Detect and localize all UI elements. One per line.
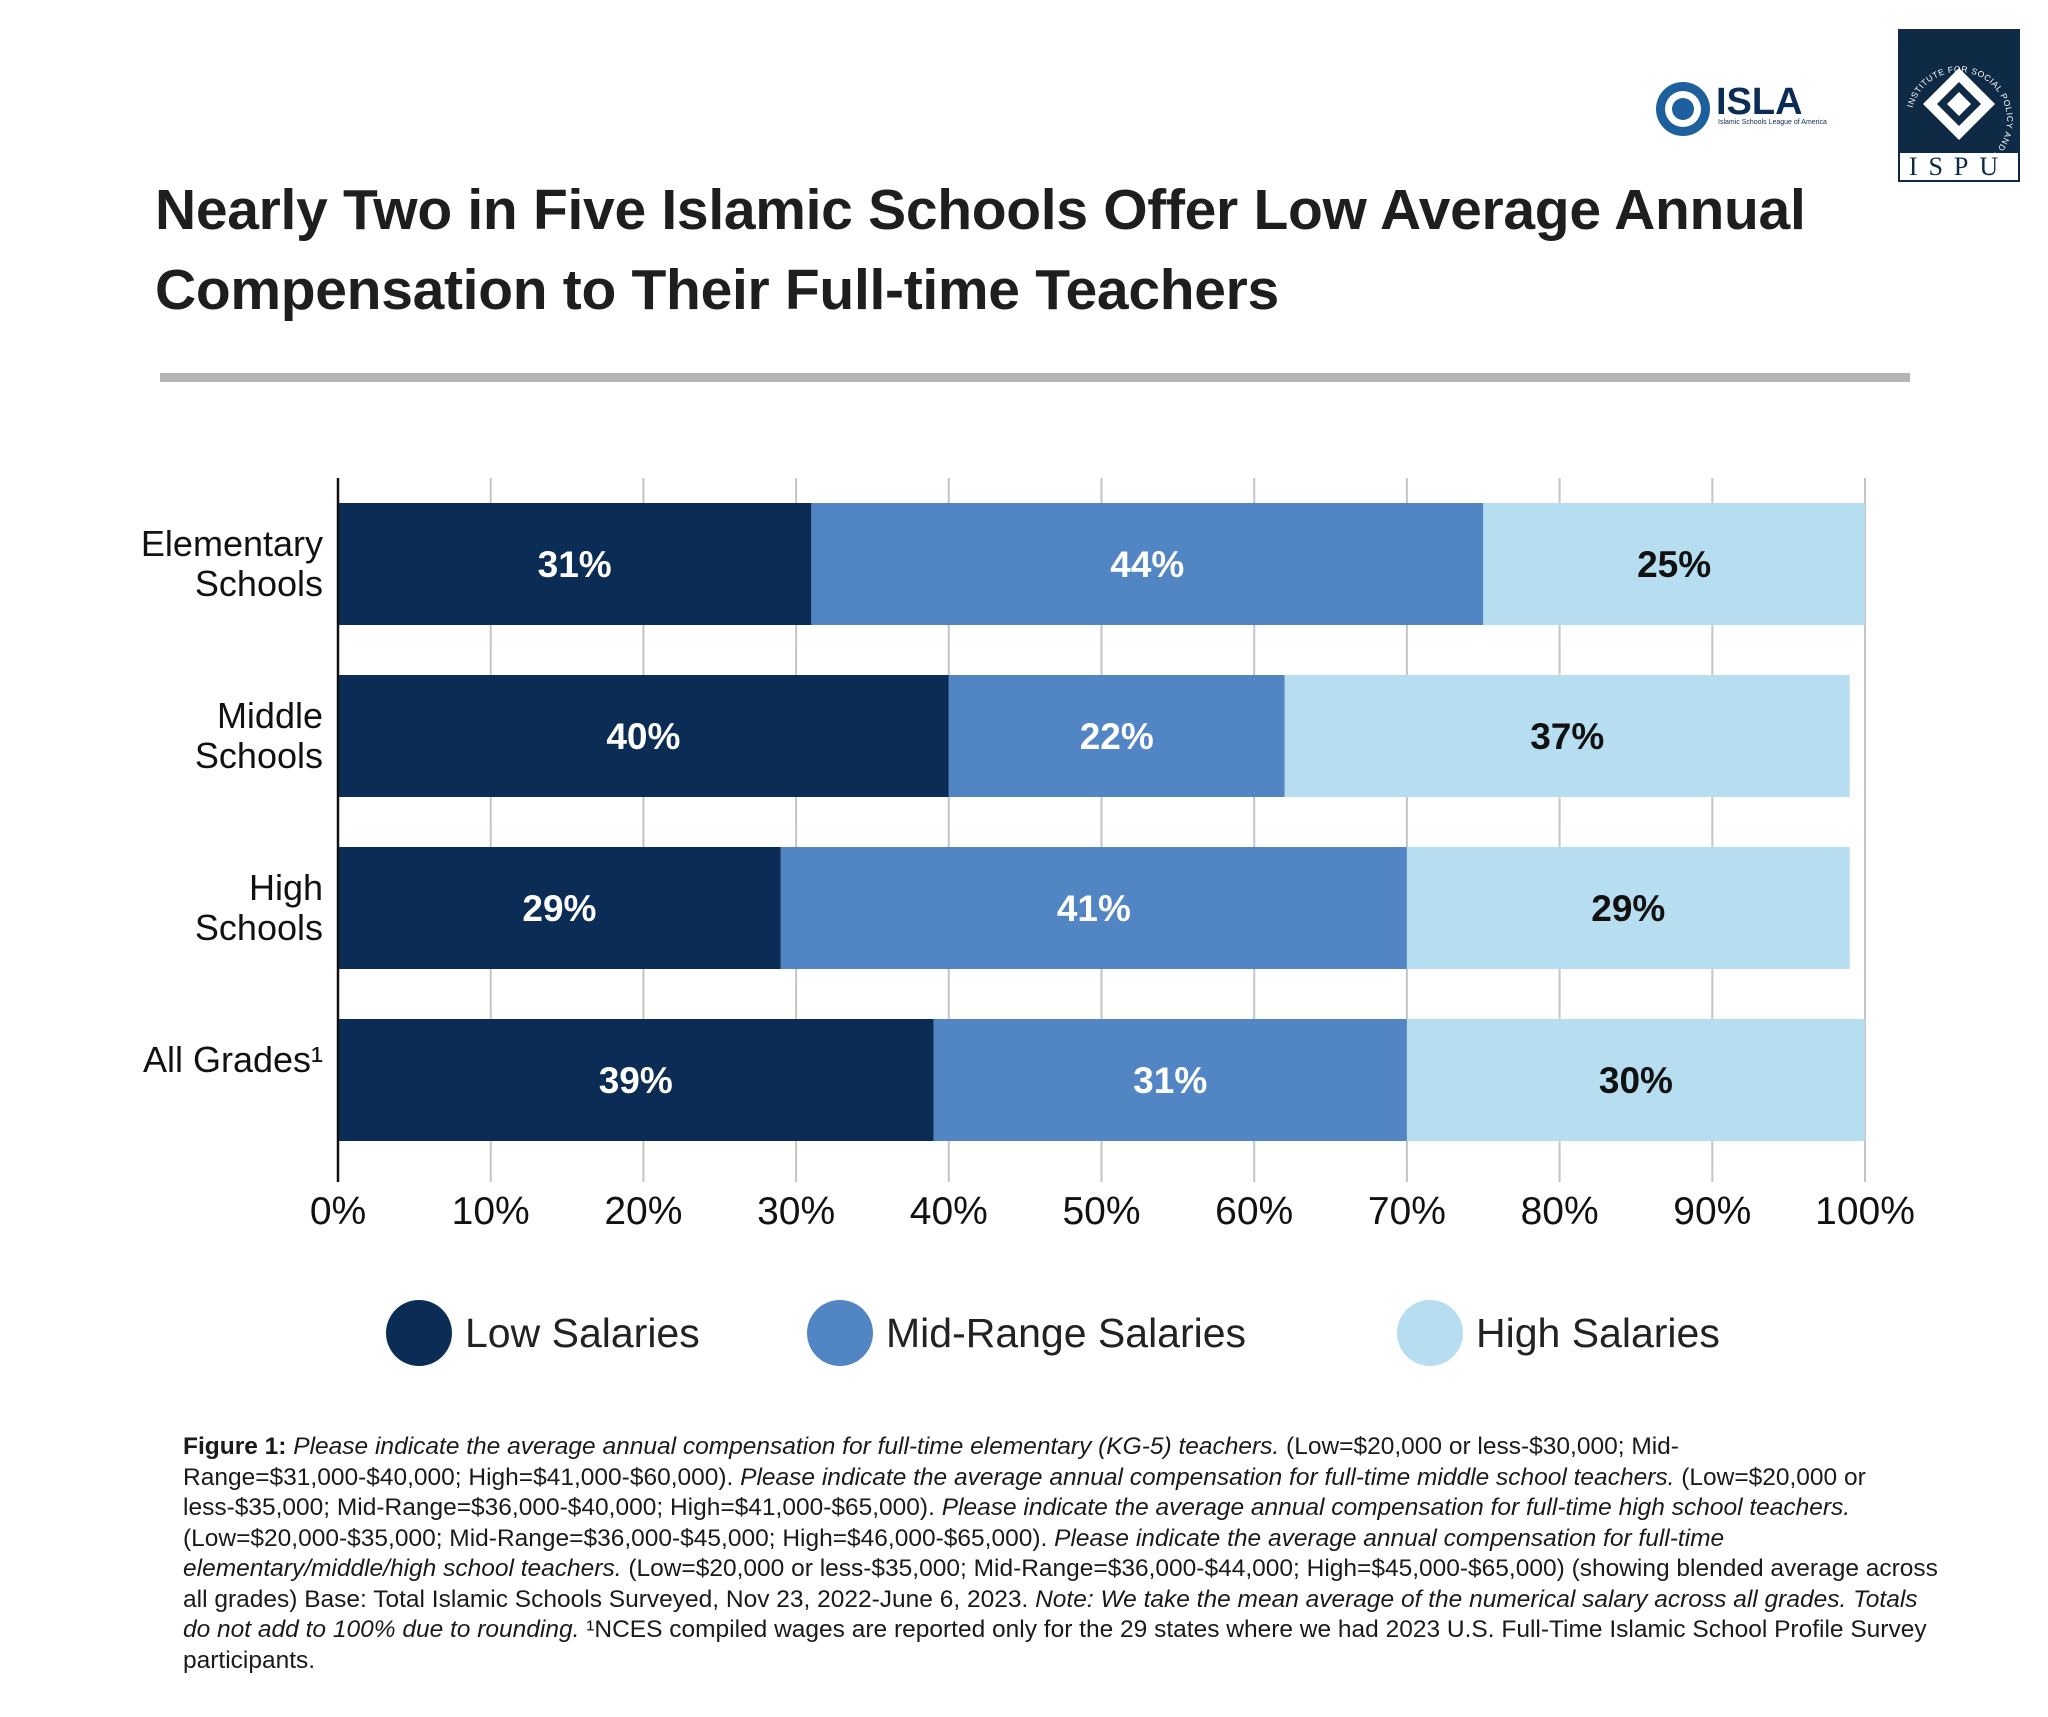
- category-label: Elementary Schools: [140, 523, 323, 604]
- footnote-segment: Please indicate the average annual compe…: [934, 1494, 1851, 1521]
- category-labels: Elementary Schools Middle Schools High Sch…: [123, 0, 323, 1717]
- x-tick-label: 0%: [310, 1190, 366, 1233]
- value-label: 22%: [1080, 716, 1154, 757]
- title-rule: [160, 373, 1910, 382]
- category-label: High Schools: [194, 867, 323, 948]
- value-labels: 31% 44% 25% 40% 22% 37% 29% 41% 29% 39% 31% 30%: [522, 544, 1711, 1101]
- x-tick-label: 90%: [1673, 1190, 1751, 1233]
- x-tick-label: 70%: [1368, 1190, 1446, 1233]
- bars: [338, 503, 1865, 1141]
- x-tick-label: 10%: [452, 1190, 530, 1233]
- footnote-segment: Note: We take the mean average of the nu…: [183, 1585, 1918, 1644]
- value-label: 29%: [1591, 888, 1665, 929]
- bar-segment: [948, 675, 1285, 797]
- x-tick-label: 50%: [1062, 1190, 1140, 1233]
- legend-swatch: [807, 1300, 873, 1366]
- value-label: 29%: [522, 888, 596, 929]
- x-tick-label: 30%: [757, 1190, 835, 1233]
- bar-segment: [933, 1019, 1407, 1141]
- value-label: 37%: [1530, 716, 1604, 757]
- footnote-segment: Please indicate the average annual compe…: [733, 1463, 1675, 1491]
- x-tick-label: 20%: [604, 1190, 682, 1233]
- bar-segment: [1406, 847, 1850, 969]
- value-label: 31%: [538, 544, 612, 585]
- legend-label: Low Salaries: [465, 1310, 700, 1356]
- footnote-segment: Figure 1:: [183, 1433, 287, 1460]
- ispu-diamond-core: [1947, 92, 1971, 116]
- legend-label: High Salaries: [1476, 1310, 1720, 1356]
- legend-swatch: [1397, 1300, 1463, 1366]
- footnote-segment: (Low=$20,000 or less-$35,000; Mid-Range=…: [183, 1463, 1866, 1522]
- isla-subtitle: Islamic Schools League of America: [1718, 119, 1827, 126]
- bar-segment: [1406, 1019, 1865, 1141]
- x-tick-label: 80%: [1521, 1190, 1599, 1233]
- bar-segment: [338, 503, 812, 625]
- category-label: All Grades¹: [142, 1039, 323, 1080]
- bar-segment: [1284, 675, 1850, 797]
- ispu-name: ISPU: [1909, 152, 2009, 181]
- footnote-segment: Please indicate the average annual compe…: [183, 1524, 1725, 1583]
- x-tick-label: 100%: [1815, 1190, 1915, 1233]
- value-label: 31%: [1133, 1060, 1207, 1101]
- value-label: 39%: [599, 1060, 673, 1101]
- footnote-segment: (Low=$20,000 or less-$30,000; Mid-Range=…: [183, 1433, 1679, 1491]
- isla-logo: ISLA Islamic Schools League of America: [1656, 81, 1827, 136]
- chart-title: Nearly Two in Five Islamic Schools Offer…: [155, 178, 1806, 322]
- x-tick-label: 60%: [1215, 1190, 1293, 1233]
- ispu-logo: INSTITUTE FOR SOCIAL POLICY AND UNDERSTA…: [1898, 29, 2020, 182]
- bar-segment: [811, 503, 1484, 625]
- footnote-segment: (Low=$20,000-$35,000; Mid-Range=$36,000-…: [183, 1524, 1048, 1552]
- isla-emblem-core: [1672, 98, 1694, 120]
- ispu-name-band: [1900, 153, 2018, 180]
- value-label: 41%: [1057, 888, 1131, 929]
- bar-segment: [338, 675, 949, 797]
- bar-segment: [338, 1019, 934, 1141]
- bar-segment: [1483, 503, 1865, 625]
- category-label: Middle Schools: [194, 695, 323, 776]
- footnote-segment: Please indicate the average annual compe…: [286, 1433, 1280, 1460]
- footnote: Figure 1: Please indicate the average an…: [183, 1432, 1943, 1676]
- bar-segment: [780, 847, 1407, 969]
- legend-label: Mid-Range Salaries: [886, 1310, 1246, 1356]
- footnote-segment: (Low=$20,000 or less-$35,000; Mid-Range=…: [183, 1555, 1938, 1613]
- bar-segment: [338, 847, 781, 969]
- x-tick-label: 40%: [910, 1190, 988, 1233]
- isla-name: ISLA: [1716, 81, 1803, 123]
- value-label: 25%: [1637, 544, 1711, 585]
- value-label: 30%: [1599, 1060, 1673, 1101]
- value-label: 44%: [1110, 544, 1184, 585]
- value-label: 40%: [606, 716, 680, 757]
- legend-swatch: [386, 1300, 452, 1366]
- footnote-segment: ¹NCES compiled wages are reported only f…: [183, 1616, 1927, 1674]
